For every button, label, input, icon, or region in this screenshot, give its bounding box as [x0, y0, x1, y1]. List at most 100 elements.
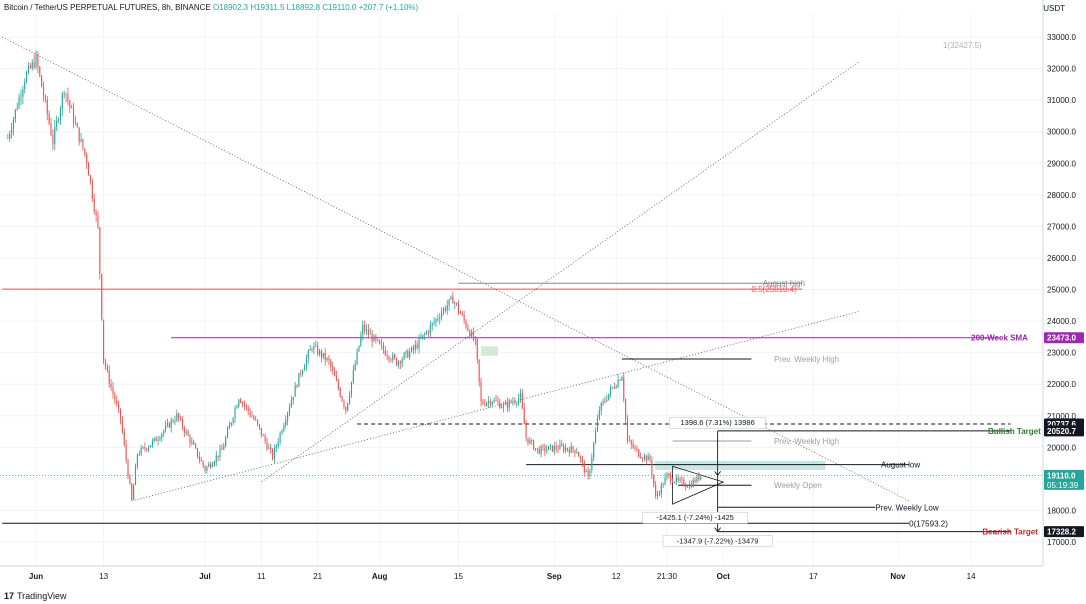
price-badge-label: 17328.2: [1047, 528, 1076, 537]
candle-body: [26, 72, 28, 82]
candle: [217, 455, 219, 462]
candle: [9, 130, 11, 142]
candle: [187, 429, 189, 437]
candle-body: [317, 345, 319, 355]
candle: [112, 382, 114, 399]
candle: [583, 460, 585, 477]
level-label: 200-Week SMA: [971, 334, 1028, 343]
candle-body: [679, 479, 681, 481]
candle: [672, 478, 674, 483]
candle-body: [538, 448, 540, 454]
candle-body: [46, 99, 48, 114]
candle: [110, 379, 112, 392]
candle-body: [527, 438, 529, 444]
measure-label-box: [669, 416, 766, 429]
candle: [88, 161, 90, 176]
candle: [317, 341, 319, 357]
candle-body: [151, 440, 153, 446]
candle: [362, 320, 364, 341]
price-tick-label: 17000.0: [1047, 538, 1076, 547]
candle: [446, 299, 448, 315]
candle-body: [76, 123, 78, 128]
candle-body: [7, 138, 9, 139]
candle: [153, 437, 155, 443]
candle: [598, 406, 600, 421]
candle: [144, 442, 146, 452]
candle: [279, 431, 281, 446]
candle: [223, 442, 225, 451]
candle: [626, 414, 629, 444]
candle: [78, 127, 80, 146]
candle: [189, 434, 191, 448]
candle-body: [399, 361, 401, 364]
candle-body: [44, 96, 46, 100]
candle-body: [501, 407, 503, 408]
candle: [91, 178, 93, 202]
candle-body: [690, 484, 692, 487]
triangle-pattern: [672, 465, 725, 505]
candle-body: [681, 479, 683, 481]
candle: [615, 384, 617, 389]
candle: [354, 360, 356, 371]
candle-body: [523, 408, 525, 425]
candle: [50, 117, 52, 137]
candle: [185, 428, 187, 436]
candle: [527, 438, 529, 447]
candle-body: [403, 353, 405, 360]
price-tick-label: 20000.0: [1047, 443, 1076, 452]
candle-body: [54, 126, 56, 144]
candle: [176, 409, 178, 423]
candle-body: [414, 344, 416, 350]
candle-body: [187, 431, 189, 436]
candle-body: [292, 397, 294, 401]
candle-body: [264, 435, 266, 442]
candle: [349, 391, 351, 405]
candle-body: [516, 402, 518, 404]
candle: [180, 415, 182, 421]
price-tick-label: 33000.0: [1047, 33, 1076, 42]
candle-body: [114, 393, 116, 401]
time-tick-label: Sep: [547, 572, 562, 581]
candle: [681, 476, 683, 485]
candle-body: [510, 400, 512, 403]
candle: [221, 444, 223, 451]
candle-body: [420, 338, 422, 339]
candle-body: [42, 87, 45, 97]
candle-body: [549, 445, 552, 447]
candle-body: [39, 66, 41, 76]
candle-body: [206, 466, 208, 471]
candle: [487, 396, 490, 408]
candle-body: [161, 433, 163, 439]
candle: [454, 301, 456, 310]
candle-body: [628, 440, 630, 442]
candle: [364, 320, 366, 335]
candle-body: [251, 415, 253, 417]
candle: [551, 445, 553, 453]
candle-body: [379, 340, 381, 344]
candle: [71, 104, 73, 109]
candle-body: [456, 302, 458, 304]
price-tick-label: 25000.0: [1047, 286, 1076, 295]
price-tick-label: 27000.0: [1047, 222, 1076, 231]
candle: [149, 444, 152, 448]
candle-body: [409, 351, 411, 358]
candle: [191, 437, 193, 446]
level-label: August high: [763, 279, 805, 288]
candle-body: [136, 454, 138, 467]
candle-body: [230, 422, 232, 426]
candle: [694, 477, 696, 484]
candle-body: [300, 372, 302, 374]
candle-body: [11, 129, 13, 135]
candle: [700, 476, 702, 481]
candle: [345, 406, 347, 415]
candle: [602, 398, 604, 406]
candle-body: [272, 449, 274, 459]
candle-body: [198, 456, 200, 460]
candle-body: [444, 308, 446, 311]
candle: [450, 295, 452, 300]
candle: [540, 444, 542, 458]
level-label: Bullish Target: [988, 427, 1041, 436]
candle: [208, 461, 210, 468]
candle-body: [61, 93, 63, 109]
